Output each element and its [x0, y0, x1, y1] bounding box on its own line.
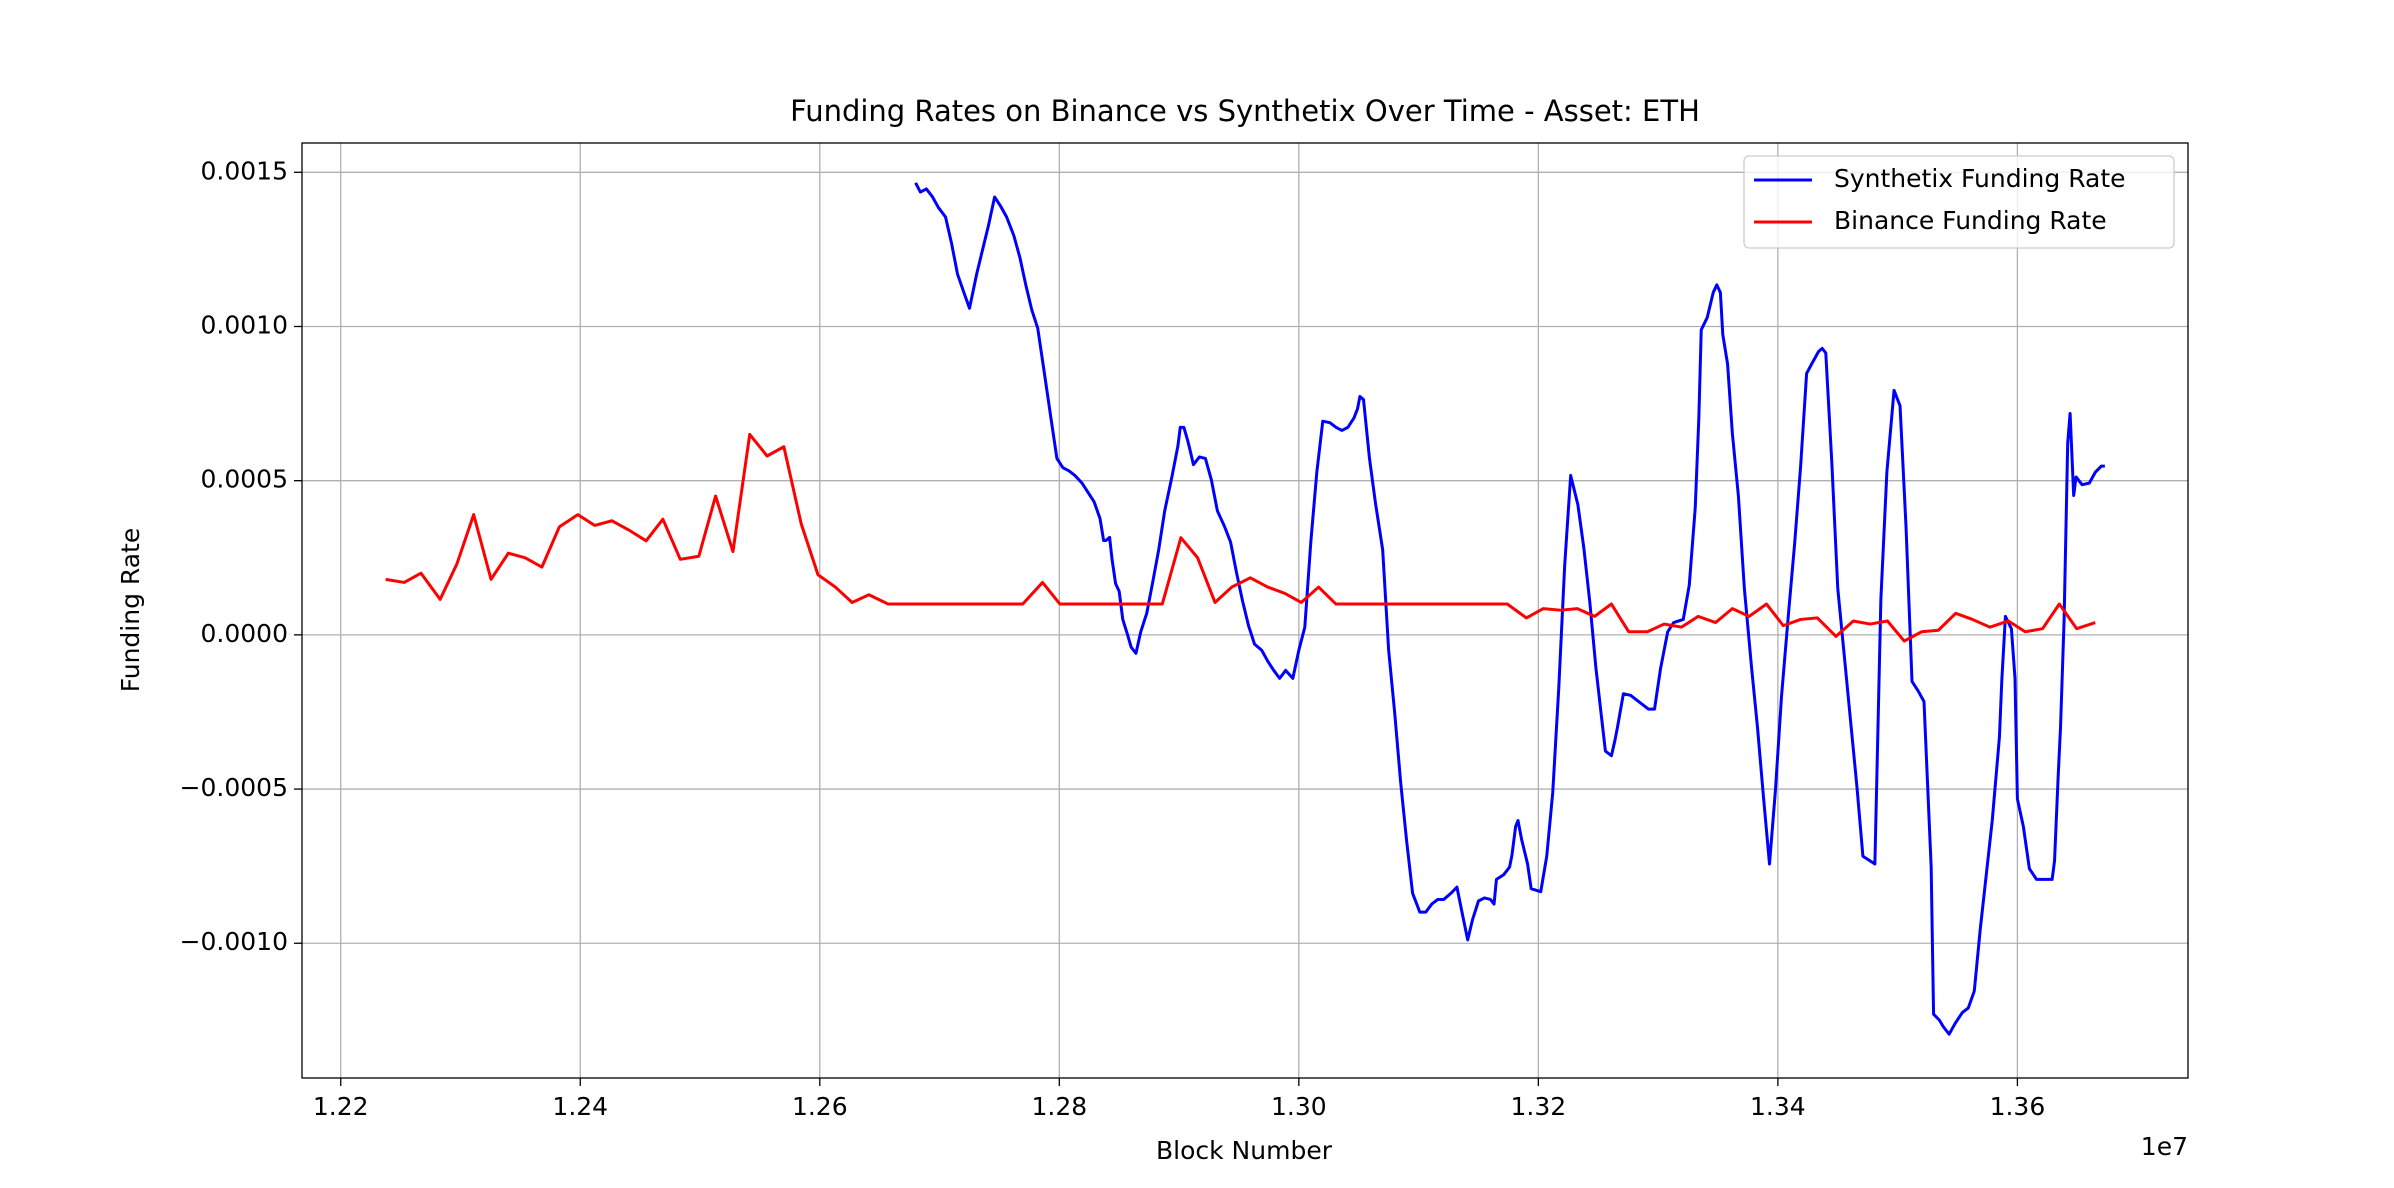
x-tick-label: 1.34 [1750, 1092, 1806, 1121]
series-line [385, 432, 2096, 643]
x-tick-label: 1.22 [313, 1092, 369, 1121]
x-tick-label: 1.30 [1271, 1092, 1327, 1121]
legend-label: Synthetix Funding Rate [1834, 164, 2126, 193]
legend-label: Binance Funding Rate [1834, 206, 2107, 235]
y-tick-label: 0.0010 [201, 310, 288, 339]
x-axis-label: Block Number [1156, 1136, 1333, 1165]
x-tick-label: 1.36 [1990, 1092, 2046, 1121]
y-axis-label: Funding Rate [116, 528, 145, 693]
x-tick-label: 1.28 [1031, 1092, 1087, 1121]
x-tick-label: 1.24 [552, 1092, 608, 1121]
y-tick-label: 0.0015 [201, 156, 288, 185]
plot-frame [301, 142, 2189, 1079]
y-tick-label: 0.0000 [201, 619, 288, 648]
x-offset-label: 1e7 [2141, 1132, 2188, 1161]
legend-box [1743, 155, 2175, 249]
chart-title: Funding Rates on Binance vs Synthetix Ov… [790, 94, 1700, 128]
series-line [914, 182, 2105, 1036]
y-tick-label: 0.0005 [201, 465, 288, 494]
y-tick-label: −0.0010 [180, 927, 288, 956]
y-tick-label: −0.0005 [180, 773, 288, 802]
x-tick-label: 1.32 [1511, 1092, 1567, 1121]
x-tick-label: 1.26 [792, 1092, 848, 1121]
